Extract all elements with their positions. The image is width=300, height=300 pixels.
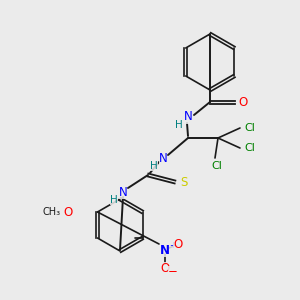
Text: Cl: Cl [212, 161, 222, 171]
Text: Cl: Cl [244, 143, 255, 153]
Text: H: H [150, 161, 158, 171]
Text: O: O [63, 206, 73, 218]
Text: N: N [159, 152, 167, 164]
Text: O: O [160, 262, 169, 275]
Text: +: + [169, 241, 176, 250]
Text: O: O [238, 95, 247, 109]
Text: O: O [173, 238, 183, 250]
Text: N: N [160, 244, 170, 256]
Text: S: S [180, 176, 188, 190]
Text: N: N [118, 185, 127, 199]
Text: −: − [168, 266, 178, 278]
Text: Cl: Cl [244, 123, 255, 133]
Text: N: N [184, 110, 192, 124]
Text: H: H [175, 120, 183, 130]
Text: H: H [110, 195, 118, 205]
Text: CH₃: CH₃ [43, 207, 61, 217]
